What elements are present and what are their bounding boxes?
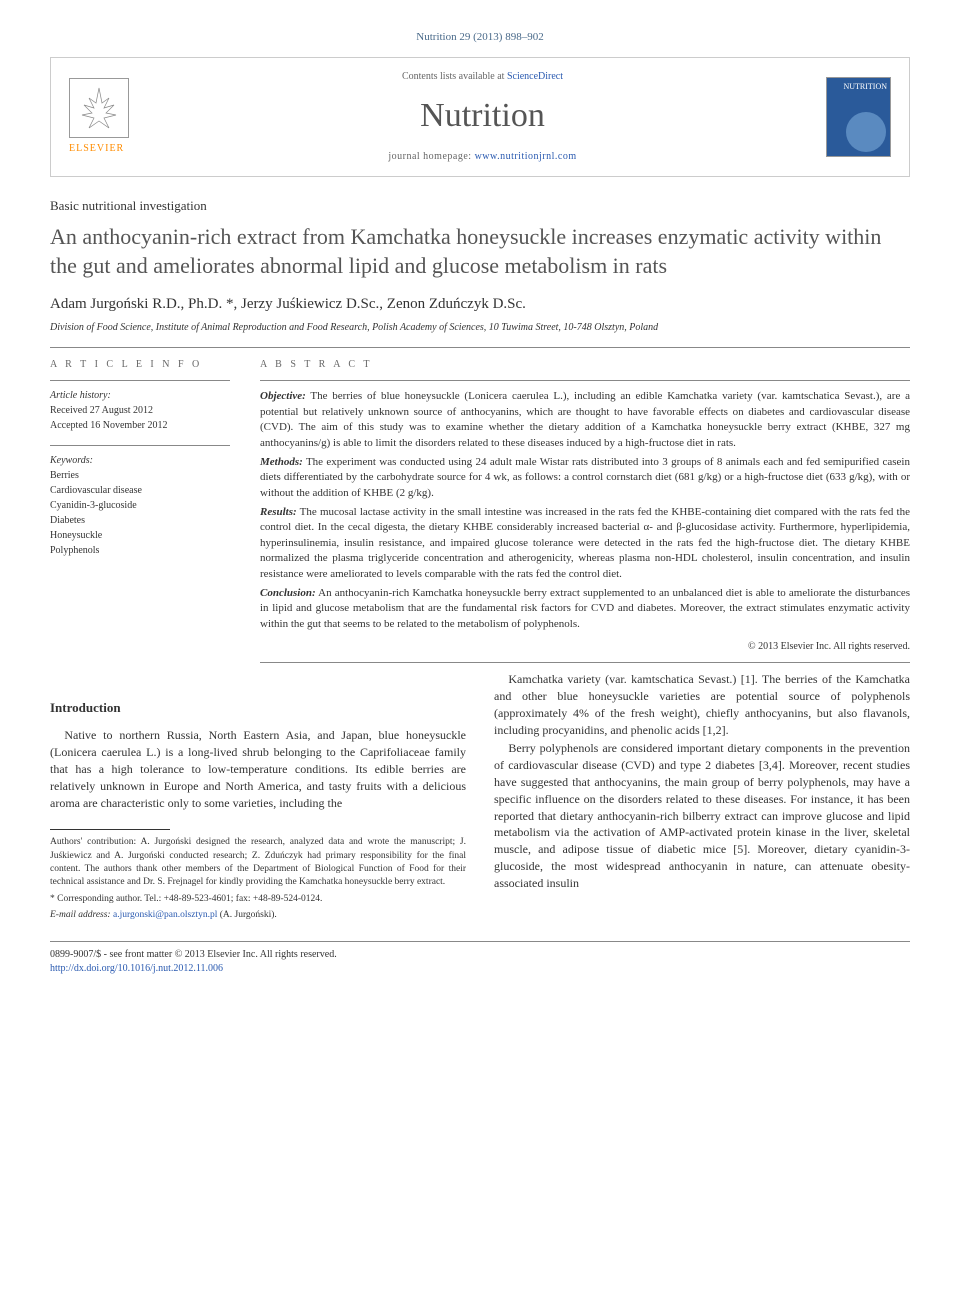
info-heading: A R T I C L E I N F O <box>50 358 230 372</box>
author-contribution: Authors' contribution: A. Jurgoński desi… <box>50 836 466 889</box>
keyword: Cyanidin-3-glucoside <box>50 499 230 513</box>
methods-label: Methods: <box>260 456 303 468</box>
email-line: E-mail address: a.jurgonski@pan.olsztyn.… <box>50 909 466 922</box>
keywords-label: Keywords: <box>50 454 230 468</box>
copyright: © 2013 Elsevier Inc. All rights reserved… <box>260 640 910 654</box>
keyword: Polyphenols <box>50 544 230 558</box>
journal-title: Nutrition <box>139 92 826 140</box>
conclusion-text: An anthocyanin-rich Kamchatka honeysuckl… <box>260 587 910 630</box>
citation: Nutrition 29 (2013) 898–902 <box>50 30 910 45</box>
journal-header: ELSEVIER Contents lists available at Sci… <box>50 57 910 177</box>
objective-label: Objective: <box>260 390 306 402</box>
intro-paragraph-cont: Kamchatka variety (var. kamtschatica Sev… <box>494 671 910 738</box>
sciencedirect-link[interactable]: ScienceDirect <box>507 71 563 82</box>
homepage-link[interactable]: www.nutritionjrnl.com <box>475 151 577 162</box>
keyword: Diabetes <box>50 514 230 528</box>
received-date: Received 27 August 2012 <box>50 404 230 418</box>
email-link[interactable]: a.jurgonski@pan.olsztyn.pl <box>113 910 217 920</box>
accepted-date: Accepted 16 November 2012 <box>50 419 230 433</box>
publisher-name: ELSEVIER <box>69 142 139 156</box>
publisher-logo: ELSEVIER <box>69 78 139 156</box>
corresponding-author: * Corresponding author. Tel.: +48-89-523… <box>50 893 466 906</box>
authors: Adam Jurgoński R.D., Ph.D. *, Jerzy Juśk… <box>50 294 910 315</box>
elsevier-tree-icon <box>69 78 129 138</box>
cover-image-icon <box>846 112 886 152</box>
contents-pre: Contents lists available at <box>402 71 507 82</box>
email-suffix: (A. Jurgoński). <box>217 910 276 920</box>
cover-label: NUTRITION <box>827 78 890 95</box>
keyword: Cardiovascular disease <box>50 484 230 498</box>
keyword: Berries <box>50 469 230 483</box>
abstract: A B S T R A C T Objective: The berries o… <box>260 358 910 671</box>
results-text: The mucosal lactase activity in the smal… <box>260 506 910 580</box>
homepage-pre: journal homepage: <box>388 151 474 162</box>
keyword: Honeysuckle <box>50 529 230 543</box>
history-label: Article history: <box>50 389 230 403</box>
front-matter: 0899-9007/$ - see front matter © 2013 El… <box>50 948 910 962</box>
results-label: Results: <box>260 506 297 518</box>
contents-available: Contents lists available at ScienceDirec… <box>139 70 826 84</box>
divider <box>50 347 910 348</box>
objective-text: The berries of blue honeysuckle (Lonicer… <box>260 390 910 448</box>
affiliation: Division of Food Science, Institute of A… <box>50 321 910 335</box>
conclusion-label: Conclusion: <box>260 587 316 599</box>
introduction-heading: Introduction <box>50 699 466 717</box>
bottom-divider <box>50 941 910 942</box>
intro-paragraph-2: Berry polyphenols are considered importa… <box>494 740 910 891</box>
abstract-heading: A B S T R A C T <box>260 358 910 372</box>
doi-link[interactable]: http://dx.doi.org/10.1016/j.nut.2012.11.… <box>50 962 910 976</box>
article-info-sidebar: A R T I C L E I N F O Article history: R… <box>50 358 230 671</box>
journal-cover-thumb: NUTRITION <box>826 77 891 157</box>
methods-text: The experiment was conducted using 24 ad… <box>260 456 910 499</box>
intro-paragraph: Native to northern Russia, North Eastern… <box>50 727 466 811</box>
article-title: An anthocyanin-rich extract from Kamchat… <box>50 223 910 280</box>
article-type: Basic nutritional investigation <box>50 197 910 215</box>
journal-homepage: journal homepage: www.nutritionjrnl.com <box>139 150 826 164</box>
footnote-rule <box>50 829 170 830</box>
email-label: E-mail address: <box>50 910 113 920</box>
